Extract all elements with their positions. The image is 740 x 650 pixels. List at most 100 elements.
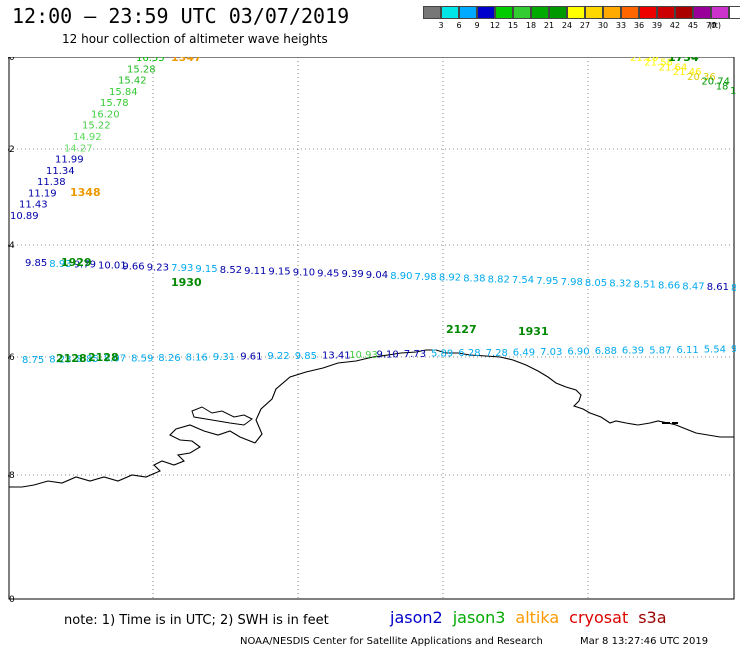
wave-height-label: 7.03	[540, 347, 562, 358]
wave-height-label: 7.93	[171, 263, 193, 274]
satellite-name: s3a	[638, 608, 667, 627]
wave-height-label: 5.54	[704, 344, 726, 355]
wave-height-label: 5.87	[649, 345, 671, 356]
legend-swatch	[639, 6, 657, 19]
coastline-west	[9, 424, 256, 488]
wave-height-label: 11.19	[28, 188, 57, 199]
wave-height-label: 9.10	[377, 350, 399, 361]
wave-height-label: 6.39	[622, 346, 644, 357]
wave-height-label: 6.49	[513, 347, 535, 358]
wave-height-label: 15.28	[127, 64, 156, 75]
pass-time-label: 1929	[61, 256, 92, 269]
legend-label: 39	[651, 21, 663, 30]
latitude-tick-label: -64	[8, 241, 15, 251]
wave-height-label: 14.92	[73, 132, 102, 143]
antarctic-coastline	[9, 349, 734, 488]
wave-height-label: 6.88	[595, 346, 617, 357]
latitude-ticks: -60 -62 -64 -66 -68 -70	[8, 57, 15, 603]
page-subtitle: 12 hour collection of altimeter wave hei…	[62, 32, 328, 46]
wave-height-label: 9.85	[25, 258, 47, 269]
wave-height-label: 7.73	[404, 349, 426, 360]
wave-height-label: 9.04	[366, 270, 388, 281]
legend-swatch	[441, 6, 459, 19]
latitude-tick-label: -62	[8, 145, 15, 155]
legend-labels: 3 6 9 12 15 18 21 24 27 30 33 36 39 42 45 70	[423, 19, 740, 30]
pass-time-label: 1734	[668, 57, 699, 64]
wave-height-label: 21.29	[630, 57, 659, 64]
legend-swatch	[657, 6, 675, 19]
wave-height-label: 9.11	[244, 266, 266, 277]
wave-height-label: 7.98	[561, 277, 583, 288]
legend-label: 42	[669, 21, 681, 30]
legend-swatch	[567, 6, 585, 19]
wave-height-label: 5.89	[431, 349, 453, 360]
legend-unit: (ft)	[709, 21, 722, 30]
satellite-legend: jason2 jason3 altika cryosat s3a	[390, 608, 677, 627]
wave-height-label: 7.98	[415, 272, 437, 283]
wave-height-label: 8.93	[49, 259, 71, 270]
latitude-tick-label: -68	[8, 471, 15, 481]
pass-time-label: 1931	[518, 325, 549, 338]
wave-height-observations: 16.5515.2815.4215.8415.7816.2015.2214.92…	[10, 57, 736, 366]
wave-height-label: 8.26	[158, 353, 180, 364]
legend-swatch	[585, 6, 603, 19]
wave-height-label: 6.11	[677, 345, 699, 356]
wave-height-label: 8.07	[104, 354, 126, 365]
wave-height-label: 8.38	[463, 274, 485, 285]
coastline-mainland	[254, 349, 734, 444]
pass-time-labels: 1347 1348 1929 1930 2127 1931 2128 2128 1734	[56, 57, 699, 365]
pass-time-label: 1348	[70, 186, 101, 199]
color-scale-legend: 3 6 9 12 15 18 21 24 27 30 33 36 39 42 45 70	[423, 6, 740, 30]
wave-height-label: 14.27	[64, 143, 93, 154]
wave-height-label: 13.41	[322, 350, 351, 361]
wave-height-label: 9.15	[195, 264, 217, 275]
wave-height-label: 18	[716, 81, 729, 92]
wave-height-label: 21.58	[644, 58, 673, 69]
wave-height-label: 16.55	[136, 57, 165, 64]
wave-height-label: 16.20	[91, 109, 120, 120]
pass-time-label: 1347	[171, 57, 202, 64]
wave-height-label: 11.38	[37, 177, 66, 188]
legend-swatch	[513, 6, 531, 19]
legend-swatch	[729, 6, 740, 19]
wave-height-label: 11.99	[55, 155, 84, 166]
wave-height-label: 8.61	[707, 282, 729, 293]
wave-height-label: 8.32	[609, 279, 631, 290]
wave-height-label: 9.66	[122, 261, 144, 272]
map-grid	[9, 57, 734, 599]
wave-height-label: 8.66	[658, 280, 680, 291]
wave-height-label: 7.54	[512, 275, 534, 286]
latitude-tick-label: -66	[8, 353, 15, 363]
legend-swatch	[711, 6, 729, 19]
wave-height-label: 15.78	[100, 98, 129, 109]
generated-timestamp: Mar 8 13:27:46 UTC 2019	[580, 636, 709, 647]
legend-swatch	[675, 6, 693, 19]
wave-height-label: 8.75	[22, 355, 44, 366]
wave-height-label: 20.36	[687, 72, 716, 83]
wave-height-label: 9.85	[295, 351, 317, 362]
wave-height-label: 15.22	[82, 121, 111, 132]
satellite-name: cryosat	[569, 608, 629, 627]
footnote: note: 1) Time is in UTC; 2) SWH is in fe…	[64, 613, 329, 628]
legend-swatch	[531, 6, 549, 19]
wave-height-label: 9.15	[268, 267, 290, 278]
wave-height-label: 9.61	[240, 352, 262, 363]
wave-height-label: 8.51	[634, 280, 656, 291]
wave-height-label: 6.28	[458, 348, 480, 359]
wave-height-label: 6.90	[567, 347, 589, 358]
legend-label: 30	[597, 21, 609, 30]
pass-time-label: 2127	[446, 323, 477, 336]
legend-label: 33	[615, 21, 627, 30]
wave-height-label: 15.42	[118, 76, 147, 87]
latitude-tick-label: -60	[8, 57, 15, 63]
wave-height-label: 19	[730, 86, 736, 97]
legend-swatch	[549, 6, 567, 19]
wave-height-label: 8.23	[49, 355, 71, 366]
wave-height-label: 8.92	[439, 273, 461, 284]
wave-height-label: 8.59	[131, 353, 153, 364]
pass-time-label: 1930	[171, 276, 202, 289]
wave-height-label: 7.95	[536, 276, 558, 287]
legend-label: 12	[489, 21, 501, 30]
map-frame	[8, 57, 735, 600]
